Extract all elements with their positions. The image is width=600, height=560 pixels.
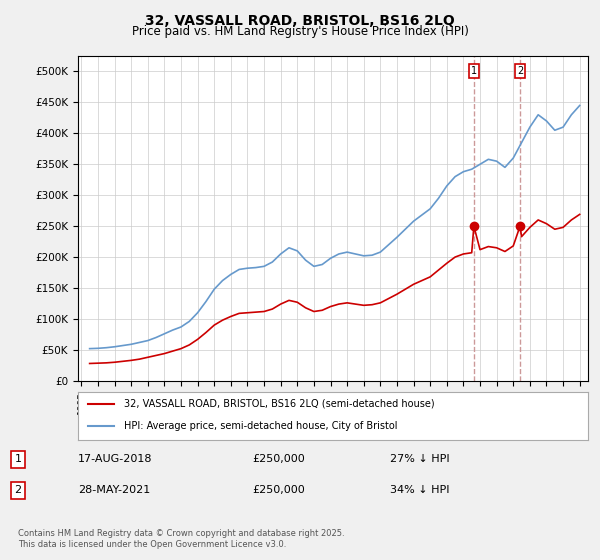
Text: 27% ↓ HPI: 27% ↓ HPI <box>390 454 449 464</box>
Text: Price paid vs. HM Land Registry's House Price Index (HPI): Price paid vs. HM Land Registry's House … <box>131 25 469 38</box>
Text: 34% ↓ HPI: 34% ↓ HPI <box>390 486 449 495</box>
Text: £250,000: £250,000 <box>252 486 305 495</box>
Text: 2: 2 <box>14 486 22 495</box>
Text: 2: 2 <box>517 66 523 76</box>
Text: £250,000: £250,000 <box>252 454 305 464</box>
Text: 32, VASSALL ROAD, BRISTOL, BS16 2LQ: 32, VASSALL ROAD, BRISTOL, BS16 2LQ <box>145 14 455 28</box>
Text: 1: 1 <box>14 454 22 464</box>
Text: Contains HM Land Registry data © Crown copyright and database right 2025.
This d: Contains HM Land Registry data © Crown c… <box>18 529 344 549</box>
Text: 1: 1 <box>471 66 477 76</box>
Text: 28-MAY-2021: 28-MAY-2021 <box>78 486 150 495</box>
Text: HPI: Average price, semi-detached house, City of Bristol: HPI: Average price, semi-detached house,… <box>124 421 397 431</box>
Text: 32, VASSALL ROAD, BRISTOL, BS16 2LQ (semi-detached house): 32, VASSALL ROAD, BRISTOL, BS16 2LQ (sem… <box>124 399 434 409</box>
Text: 17-AUG-2018: 17-AUG-2018 <box>78 454 152 464</box>
